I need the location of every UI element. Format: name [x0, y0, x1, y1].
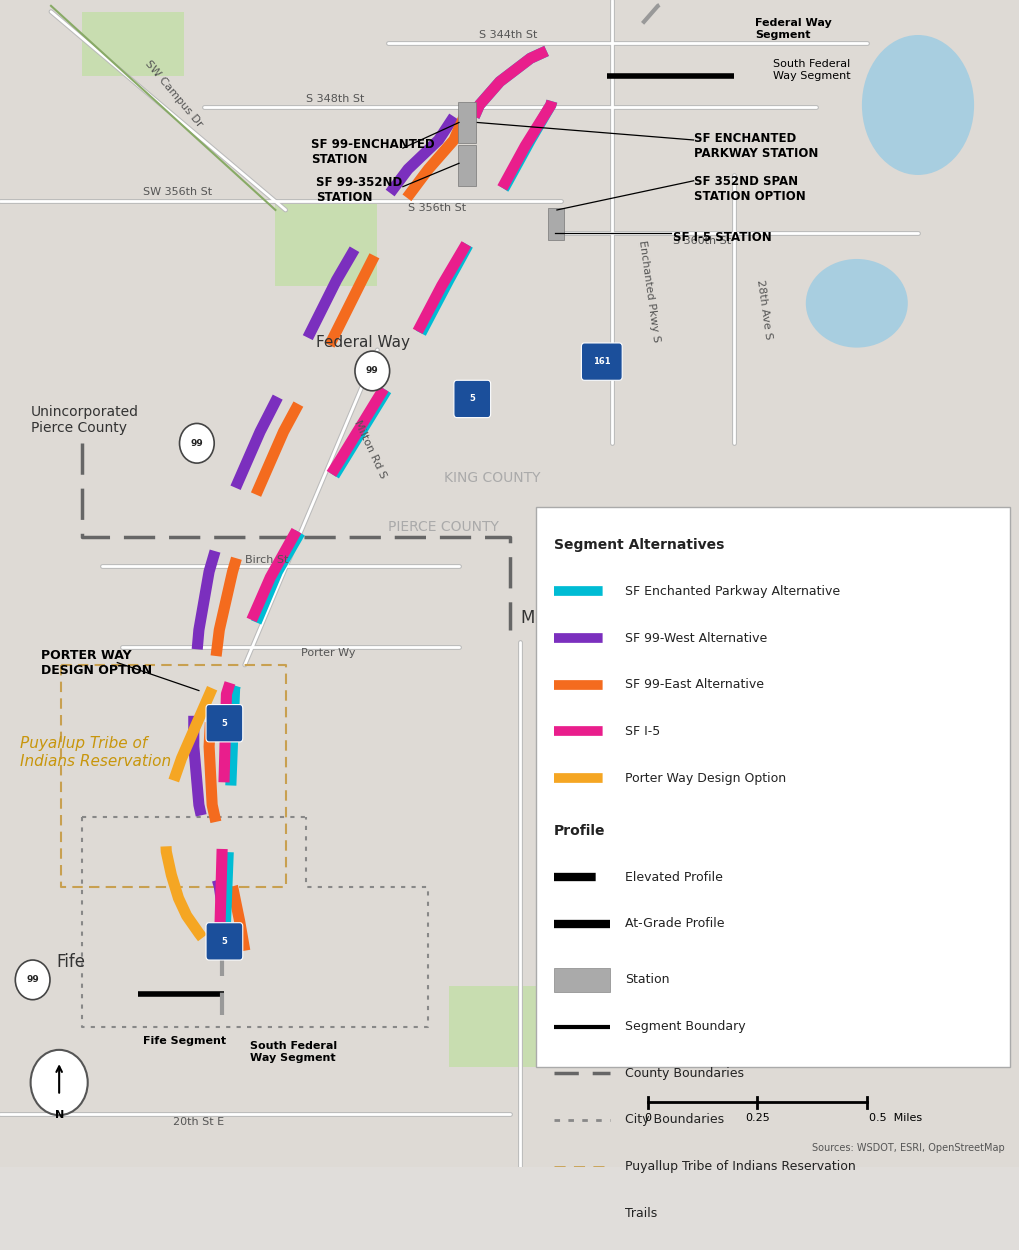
Text: Federal Way
Segment: Federal Way Segment	[754, 19, 830, 40]
Text: South Federal
Way Segment: South Federal Way Segment	[250, 1041, 336, 1062]
Text: Sources: WSDOT, ESRI, OpenStreetMap: Sources: WSDOT, ESRI, OpenStreetMap	[811, 1142, 1004, 1152]
Text: Porter Way Design Option: Porter Way Design Option	[625, 771, 786, 785]
Text: SF 99-West Alternative: SF 99-West Alternative	[625, 631, 766, 645]
Text: South Federal
Way Segment: South Federal Way Segment	[772, 59, 850, 81]
Text: 5: 5	[221, 936, 227, 946]
FancyBboxPatch shape	[453, 380, 490, 418]
Text: Segment Alternatives: Segment Alternatives	[553, 538, 723, 551]
Bar	[82, 11, 183, 76]
Text: S 348th St: S 348th St	[306, 94, 364, 104]
Text: Porter Wy: Porter Wy	[301, 649, 355, 659]
FancyBboxPatch shape	[581, 342, 622, 380]
Text: SF 352ND SPAN
STATION OPTION: SF 352ND SPAN STATION OPTION	[693, 175, 805, 203]
Text: 28th Ave S: 28th Ave S	[754, 279, 772, 340]
Text: Station: Station	[625, 974, 669, 986]
Text: Unincorporated
Pierce County: Unincorporated Pierce County	[31, 405, 139, 435]
Text: 5: 5	[469, 395, 475, 404]
Text: PIERCE COUNTY: PIERCE COUNTY	[387, 520, 498, 534]
Text: 15th Ave: 15th Ave	[536, 756, 550, 806]
Text: 161: 161	[592, 357, 610, 366]
FancyBboxPatch shape	[206, 705, 243, 742]
Bar	[548, 208, 564, 240]
Text: Elevated Profile: Elevated Profile	[625, 871, 722, 884]
Bar	[448, 986, 540, 1068]
FancyBboxPatch shape	[206, 922, 243, 960]
Text: 20th St E: 20th St E	[173, 1118, 224, 1128]
Text: Fife: Fife	[56, 954, 85, 971]
Text: SF 99-ENCHANTED
STATION: SF 99-ENCHANTED STATION	[311, 138, 434, 166]
Text: City Boundaries: City Boundaries	[625, 1114, 723, 1126]
Text: Segment Boundary: Segment Boundary	[625, 1020, 745, 1032]
Text: 0.5  Miles: 0.5 Miles	[868, 1112, 921, 1122]
Text: SF ENCHANTED
PARKWAY STATION: SF ENCHANTED PARKWAY STATION	[693, 131, 817, 160]
Text: N: N	[54, 1110, 64, 1120]
Text: Puyallup Tribe of Indians Reservation: Puyallup Tribe of Indians Reservation	[625, 1160, 855, 1172]
Circle shape	[179, 424, 214, 462]
Text: 99: 99	[191, 439, 203, 448]
Text: SF 99-East Alternative: SF 99-East Alternative	[625, 679, 763, 691]
Text: S 344th St: S 344th St	[479, 30, 537, 40]
Text: SF Enchanted Parkway Alternative: SF Enchanted Parkway Alternative	[625, 585, 840, 597]
Text: 0: 0	[644, 1112, 650, 1122]
Circle shape	[355, 351, 389, 391]
Bar	[275, 204, 377, 286]
Text: KING COUNTY: KING COUNTY	[443, 471, 540, 485]
Text: Puyallup Tribe of
Indians Reservation: Puyallup Tribe of Indians Reservation	[20, 736, 171, 769]
Text: Milton: Milton	[520, 609, 571, 628]
Text: Fife Segment: Fife Segment	[143, 1035, 225, 1045]
Text: Milton Rd S: Milton Rd S	[352, 419, 387, 480]
Text: SF I-5 STATION: SF I-5 STATION	[673, 231, 771, 245]
Text: Profile: Profile	[553, 824, 604, 838]
Text: 0.25: 0.25	[744, 1112, 769, 1122]
Bar	[458, 145, 476, 186]
Bar	[553, 1249, 609, 1250]
Text: 5: 5	[221, 719, 227, 728]
Text: Trails: Trails	[625, 1206, 657, 1220]
Text: PORTER WAY
DESIGN OPTION: PORTER WAY DESIGN OPTION	[41, 649, 152, 676]
Text: 99: 99	[26, 975, 39, 984]
Bar	[535, 508, 1009, 1068]
Text: Birch St: Birch St	[245, 555, 288, 565]
Text: SF 99-352ND
STATION: SF 99-352ND STATION	[316, 176, 403, 204]
Text: Federal Way: Federal Way	[316, 335, 410, 350]
Text: SW Campus Dr: SW Campus Dr	[143, 58, 204, 129]
Text: S 360th St: S 360th St	[673, 236, 731, 246]
Text: County Boundaries: County Boundaries	[625, 1066, 744, 1080]
Text: At-Grade Profile: At-Grade Profile	[625, 918, 725, 930]
Text: Enchanted Pkwy S: Enchanted Pkwy S	[637, 240, 661, 344]
Circle shape	[31, 1050, 88, 1115]
Ellipse shape	[805, 259, 907, 348]
Ellipse shape	[861, 35, 973, 175]
Text: SF I-5: SF I-5	[625, 725, 660, 738]
Text: 99: 99	[366, 366, 378, 375]
Circle shape	[15, 960, 50, 1000]
Bar	[553, 969, 609, 991]
Text: SW 356th St: SW 356th St	[143, 188, 212, 198]
Bar	[458, 102, 476, 142]
Text: S 356th St: S 356th St	[408, 202, 466, 212]
